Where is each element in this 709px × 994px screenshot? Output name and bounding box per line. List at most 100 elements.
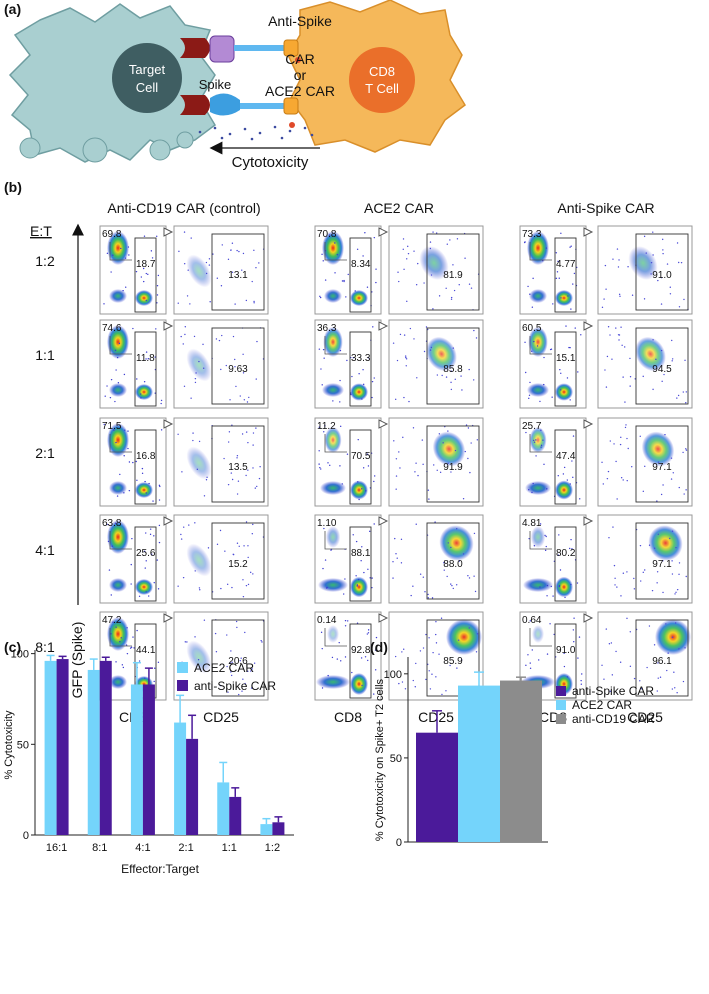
gate-value: 71.5: [102, 421, 122, 432]
cell-event: [341, 280, 344, 282]
gate-value: 85.8: [443, 364, 463, 375]
cell-event: [560, 232, 562, 234]
cell-event: [247, 670, 249, 672]
gate-value: 44.1: [136, 645, 156, 656]
cell-event: [112, 621, 114, 623]
cell-event: [251, 668, 253, 670]
density-cluster: [324, 427, 342, 453]
cell-event: [147, 273, 149, 276]
cell-event: [606, 355, 609, 358]
cell-event: [202, 367, 205, 369]
column-title: ACE2 CAR: [364, 200, 434, 216]
cell-event: [190, 397, 192, 399]
cell-event: [238, 693, 240, 696]
panel-b: (b) E:T GFP (Spike): [4, 179, 85, 698]
density-cluster: [322, 383, 344, 397]
cell-event: [460, 375, 462, 377]
cell-event: [612, 258, 614, 260]
cell-event: [656, 571, 659, 573]
cell-event: [573, 617, 575, 619]
density-cluster: [555, 383, 573, 401]
cell-event: [558, 277, 560, 279]
cell-event: [373, 236, 376, 239]
legend-swatch: [556, 686, 566, 696]
cell-event: [186, 641, 188, 643]
flow-plot: [597, 514, 693, 604]
cell-event: [557, 260, 559, 263]
cell-event: [422, 647, 425, 649]
cell-event: [464, 450, 466, 453]
gate: [529, 628, 552, 647]
cell-event: [138, 595, 141, 597]
cell-event: [124, 257, 127, 259]
cell-event: [147, 595, 150, 597]
cell-event: [552, 303, 554, 305]
cell-event: [396, 359, 399, 362]
cell-event: [373, 480, 375, 483]
cell-event: [252, 523, 254, 526]
cell-event: [219, 529, 222, 532]
cell-event: [464, 257, 466, 259]
cell-event: [646, 666, 648, 669]
cell-event: [441, 693, 443, 696]
cell-event: [639, 680, 641, 682]
cell-event: [403, 268, 405, 271]
gate: [134, 429, 157, 505]
cell-event: [609, 690, 612, 693]
cell-event: [123, 373, 126, 376]
cell-event: [252, 467, 254, 469]
cell-event: [234, 365, 236, 368]
cell-event: [627, 447, 629, 450]
density-cluster: [109, 578, 127, 592]
cell-event: [140, 397, 142, 399]
cell-event: [371, 291, 373, 293]
density-cluster: [109, 481, 127, 495]
cell-event: [656, 500, 658, 502]
cell-event: [197, 658, 200, 661]
gate: [635, 425, 689, 503]
cell-event: [458, 284, 460, 286]
cell-event: [639, 435, 641, 438]
gate-value: 8.34: [351, 259, 371, 270]
cell-event: [227, 258, 230, 261]
cell-event: [318, 463, 320, 465]
cell-event: [423, 282, 425, 284]
cell-event: [339, 425, 342, 428]
cell-event: [625, 424, 627, 426]
cell-event: [567, 295, 569, 297]
flow-plot-pair: 69.8 18.7 13.1: [99, 225, 269, 315]
cell-event: [558, 585, 561, 588]
cell-event: [417, 262, 419, 265]
cell-event: [546, 584, 549, 587]
cell-event: [347, 273, 349, 276]
cell-event: [527, 654, 529, 656]
cell-event: [339, 465, 341, 467]
cell-event: [360, 560, 362, 562]
cell-event: [369, 530, 371, 533]
cell-event: [614, 577, 616, 579]
cell-event: [260, 639, 262, 642]
cell-event: [126, 627, 128, 629]
cell-event: [671, 358, 674, 360]
flow-plot-pair: 11.2 70.5 91.9: [314, 417, 484, 507]
cell-event: [350, 393, 352, 396]
cell-event: [223, 457, 225, 460]
cell-event: [245, 584, 248, 587]
gate-value: 4.81: [522, 518, 542, 529]
cell-event: [110, 594, 112, 596]
cell-event: [123, 455, 125, 457]
gate: [529, 531, 552, 550]
cell-event: [250, 687, 253, 689]
cell-event: [106, 252, 109, 255]
cell-event: [546, 488, 548, 490]
cell-event: [365, 490, 367, 492]
et-label: E:T: [30, 223, 52, 239]
cell-event: [321, 253, 323, 256]
cell-event: [601, 306, 604, 309]
cell-event: [627, 266, 629, 268]
cell-event: [339, 401, 341, 403]
y-axis-label: GFP (Spike): [69, 622, 85, 699]
cell-event: [680, 261, 683, 264]
x-axis-label: CD25: [418, 709, 454, 725]
cell-event: [203, 495, 206, 497]
